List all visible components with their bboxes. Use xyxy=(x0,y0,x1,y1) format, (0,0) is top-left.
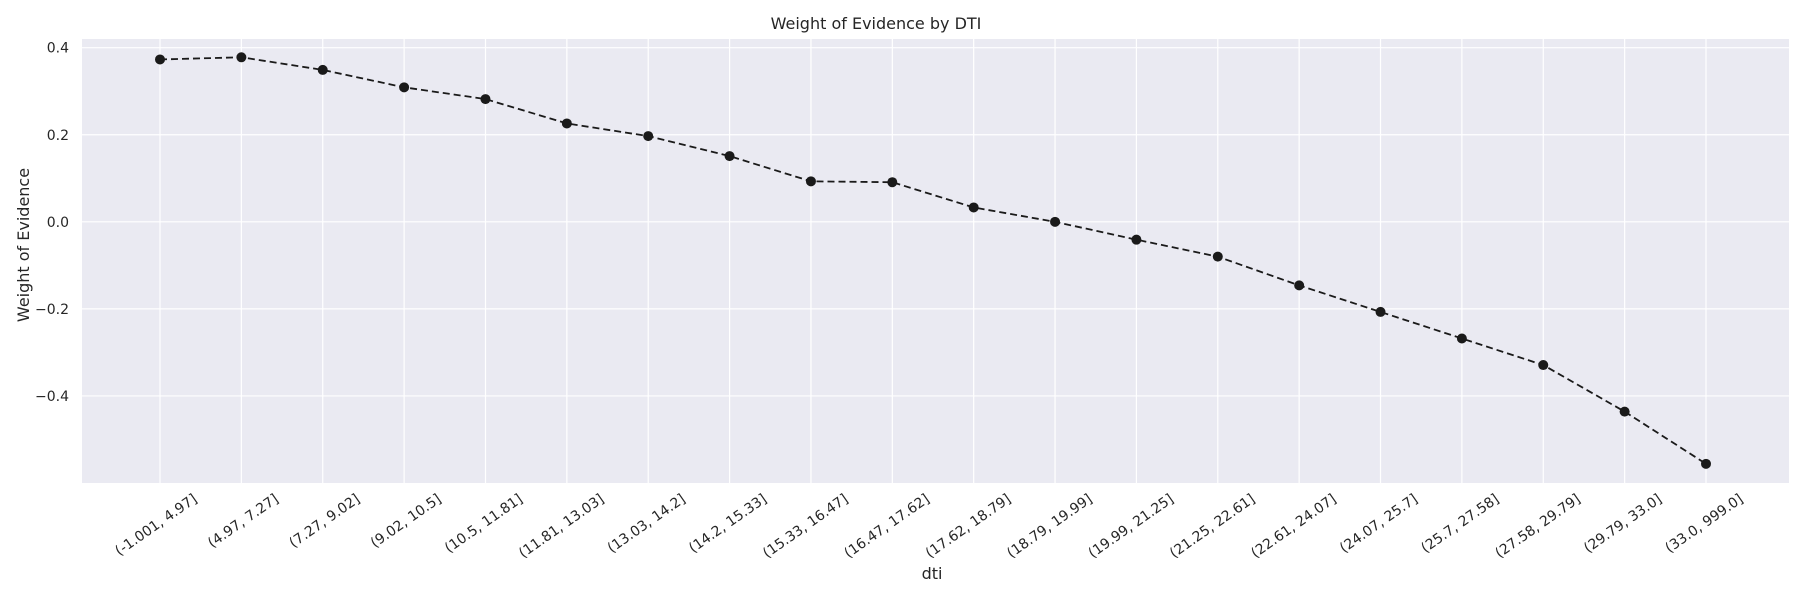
data-markers xyxy=(155,52,1711,469)
x-tick-label: (4.97, 7.27] xyxy=(205,491,281,551)
y-tick-label: 0.2 xyxy=(47,128,69,144)
x-tick-label: (7.27, 9.02] xyxy=(287,491,363,551)
x-tick-label: (-1.001, 4.97] xyxy=(112,491,200,559)
x-tick-label: (17.62, 18.79] xyxy=(923,491,1014,561)
data-point xyxy=(887,177,898,188)
x-tick-label: (15.33, 16.47] xyxy=(760,491,851,561)
plot-background xyxy=(82,39,1789,483)
y-tick-label: −0.4 xyxy=(35,389,69,405)
x-tick-label: (22.61, 24.07] xyxy=(1248,491,1339,561)
data-point xyxy=(399,82,410,93)
x-tick-label: (9.02, 10.5] xyxy=(368,491,444,551)
data-point xyxy=(1131,234,1142,245)
data-point xyxy=(480,94,491,105)
x-tick-label: (27.58, 29.79] xyxy=(1492,491,1583,561)
x-tick-label: (33.0, 999.0] xyxy=(1663,491,1747,556)
data-point xyxy=(724,151,735,162)
data-point xyxy=(236,52,247,63)
data-point xyxy=(1456,333,1467,344)
data-point xyxy=(155,54,165,65)
x-tick-label: (21.25, 22.61] xyxy=(1167,491,1258,561)
data-point xyxy=(1375,306,1386,317)
data-point xyxy=(1701,458,1711,469)
data-point xyxy=(317,64,328,75)
data-point xyxy=(1050,216,1061,227)
data-point xyxy=(1538,360,1549,371)
data-point xyxy=(968,202,979,213)
x-tick-label: (18.79, 19.99] xyxy=(1004,491,1095,561)
data-point xyxy=(561,118,572,129)
x-axis-label: dti xyxy=(922,564,943,583)
x-tick-label: (14.2, 15.33] xyxy=(686,491,770,556)
y-axis-label: Weight of Evidence xyxy=(14,168,33,322)
y-tick-label: −0.2 xyxy=(35,302,69,318)
data-point xyxy=(643,131,654,142)
x-tick-label: (19.99, 21.25] xyxy=(1086,491,1177,561)
x-tick-labels: (-1.001, 4.97] (4.97, 7.27] (7.27, 9.02] (9… xyxy=(112,491,1746,561)
x-tick-label: (13.03, 14.2] xyxy=(605,491,689,556)
x-tick-label: (11.81, 13.03] xyxy=(516,491,607,561)
data-point xyxy=(1212,251,1223,262)
data-point xyxy=(1294,280,1305,291)
data-point xyxy=(805,176,816,187)
x-tick-label: (24.07, 25.7] xyxy=(1337,491,1421,556)
x-tick-label: (29.79, 33.0] xyxy=(1581,491,1665,556)
y-tick-label: 0.4 xyxy=(47,41,69,57)
series-line-layer xyxy=(159,56,1707,465)
y-tick-label: 0.0 xyxy=(47,215,69,231)
x-tick-label: (10.5, 11.81] xyxy=(442,491,526,556)
x-tick-label: (25.7, 27.58] xyxy=(1418,491,1502,556)
series-line xyxy=(159,56,1707,465)
y-tick-labels: −0.4 −0.2 0.0 0.2 0.4 xyxy=(35,41,69,405)
chart-title: Weight of Evidence by DTI xyxy=(771,14,982,33)
x-tick-label: (16.47, 17.62] xyxy=(842,491,933,561)
data-point xyxy=(1619,406,1630,417)
